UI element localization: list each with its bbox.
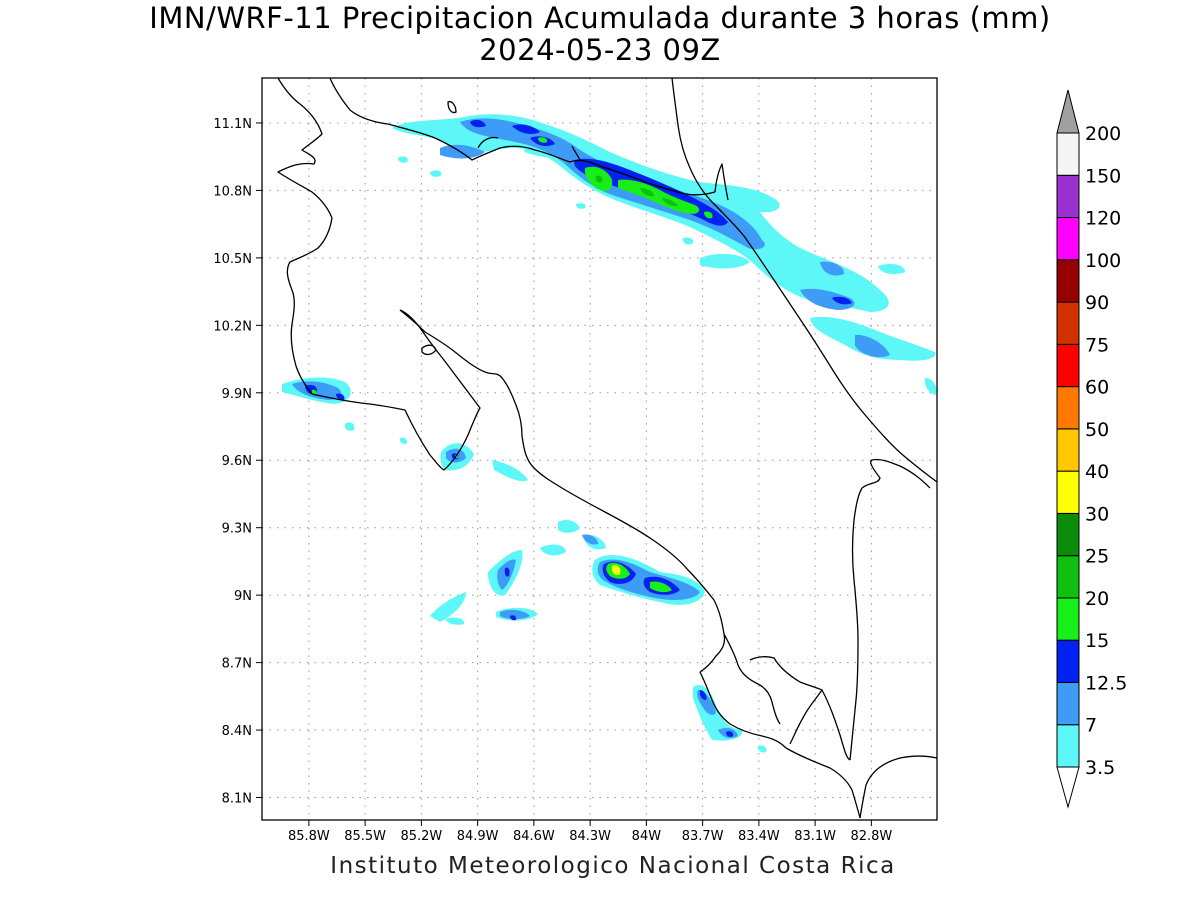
colorbar-segment bbox=[1056, 428, 1080, 472]
precip-band-30 bbox=[611, 565, 621, 576]
lat-tick-label: 9.9N bbox=[222, 387, 252, 402]
colorbar-segment bbox=[1056, 343, 1080, 388]
colorbar-segment bbox=[1056, 386, 1080, 430]
colorbar-label: 150 bbox=[1085, 165, 1121, 187]
colorbar-label: 12.5 bbox=[1085, 672, 1127, 694]
coastline-and-borders bbox=[277, 78, 937, 819]
lon-tick-label: 84.6W bbox=[513, 829, 555, 844]
colorbar-label: 120 bbox=[1085, 208, 1121, 230]
colorbar-label: 75 bbox=[1085, 334, 1109, 356]
colorbar-segment bbox=[1056, 132, 1080, 176]
map-axes: 85.8W 85.5W 85.2W 84.9W 84.6W 84.3W 84W 83.7W 83… bbox=[213, 77, 938, 844]
lon-tick-label: 83.4W bbox=[738, 829, 780, 844]
lon-tick-label: 85.2W bbox=[400, 829, 442, 844]
colorbar-label: 200 bbox=[1085, 123, 1121, 145]
colorbar-segment bbox=[1056, 597, 1080, 641]
colorbar-segment bbox=[1056, 470, 1080, 514]
colorbar-label: 15 bbox=[1085, 630, 1109, 652]
colorbar-min-arrow bbox=[1056, 766, 1080, 809]
lat-tick-label: 10.2N bbox=[213, 319, 252, 334]
colorbar-label: 50 bbox=[1085, 419, 1109, 441]
lon-tick-label: 83.1W bbox=[794, 829, 836, 844]
lat-tick-label: 9N bbox=[234, 589, 252, 604]
colorbar-label: 3.5 bbox=[1085, 757, 1115, 779]
colorbar-segment bbox=[1056, 259, 1080, 303]
precipitation-field bbox=[282, 114, 937, 753]
lat-tick-label: 8.1N bbox=[222, 792, 252, 807]
lat-tick-label: 11.1N bbox=[213, 117, 252, 132]
colorbar-segment bbox=[1056, 681, 1080, 726]
lon-tick-label: 84.9W bbox=[457, 829, 499, 844]
lon-tick-label: 82.8W bbox=[850, 829, 892, 844]
colorbar-segment bbox=[1056, 555, 1080, 599]
lon-tick-label: 85.8W bbox=[288, 829, 330, 844]
lat-tick-label: 10.5N bbox=[213, 252, 252, 267]
colorbar-segment bbox=[1056, 724, 1080, 768]
colorbar-label: 90 bbox=[1085, 292, 1109, 314]
lat-tick-label: 9.3N bbox=[222, 522, 252, 537]
colorbar-label: 40 bbox=[1085, 461, 1109, 483]
colorbar-label: 20 bbox=[1085, 588, 1109, 610]
lon-tick-label: 84W bbox=[632, 829, 662, 844]
lon-tick-label: 84.3W bbox=[569, 829, 611, 844]
lon-tick-label: 85.5W bbox=[344, 829, 386, 844]
colorbar-label: 60 bbox=[1085, 377, 1109, 399]
lat-tick-label: 10.8N bbox=[213, 184, 252, 199]
lat-tick-label: 8.4N bbox=[222, 724, 252, 739]
map-title: IMN/WRF-11 Precipitacion Acumulada duran… bbox=[149, 1, 1051, 35]
footer-credit: Instituto Meteorologico Nacional Costa R… bbox=[330, 853, 896, 879]
colorbar-label: 30 bbox=[1085, 503, 1109, 525]
lon-tick-label: 83.7W bbox=[682, 829, 724, 844]
colorbar-segment bbox=[1056, 512, 1080, 557]
lat-tick-label: 8.7N bbox=[222, 657, 252, 672]
colorbar-label: 100 bbox=[1085, 250, 1121, 272]
colorbar-segment bbox=[1056, 174, 1080, 219]
precip-band-20 bbox=[595, 175, 678, 207]
map-subtitle: 2024-05-23 09Z bbox=[479, 33, 721, 67]
colorbar-segment bbox=[1056, 301, 1080, 345]
colorbar-segment bbox=[1056, 217, 1080, 261]
lat-tick-label: 9.6N bbox=[222, 454, 252, 469]
colorbar-max-arrow bbox=[1056, 89, 1080, 134]
colorbar-label: 7 bbox=[1085, 715, 1097, 737]
colorbar-label: 25 bbox=[1085, 546, 1109, 568]
plot-frame bbox=[261, 77, 938, 821]
precipitation-colorbar: 3.5 7 12.5 15 20 25 30 40 50 60 75 90 100 120 150 200 bbox=[1056, 89, 1127, 809]
colorbar-segment bbox=[1056, 639, 1080, 683]
